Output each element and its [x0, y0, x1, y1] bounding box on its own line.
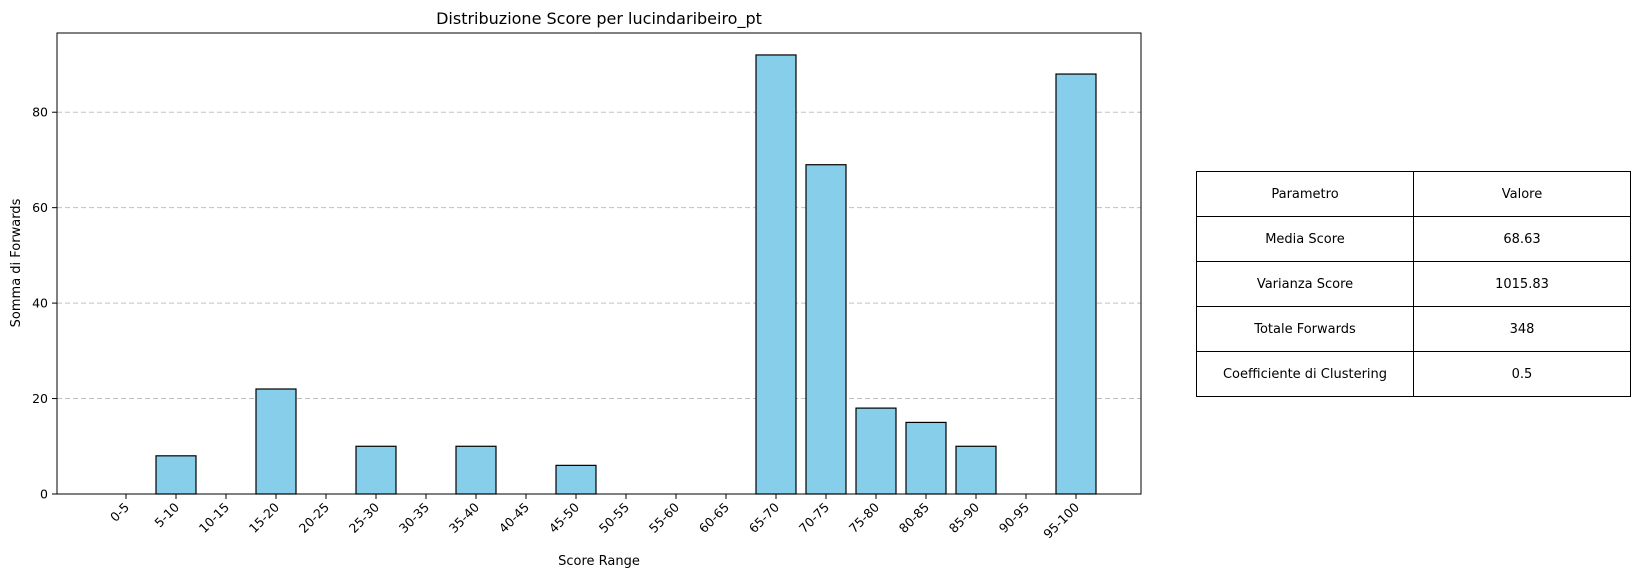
- table-header-cell: Parametro: [1196, 171, 1414, 217]
- x-tick-label: 75-80: [846, 499, 882, 535]
- bars: [155, 54, 1097, 495]
- x-tick-label: 50-55: [596, 500, 632, 536]
- x-tick-label: 70-75: [796, 500, 832, 536]
- chart-title: Distribuzione Score per lucindaribeiro_p…: [436, 9, 762, 29]
- x-tick-label: 0-5: [107, 500, 132, 525]
- parameter-value: 68.63: [1413, 216, 1631, 262]
- parameter-name: Totale Forwards: [1196, 306, 1414, 352]
- grid-lines: [57, 111, 1141, 400]
- y-tick-label: 60: [32, 200, 48, 215]
- x-tick-label: 90-95: [996, 500, 1032, 536]
- x-tick-label: 5-10: [151, 499, 182, 530]
- x-tick-label: 35-40: [446, 499, 482, 535]
- bar-15-20: [255, 388, 297, 495]
- table-row: Varianza Score 1015.83: [1196, 261, 1631, 307]
- parameter-name: Coefficiente di Clustering: [1196, 351, 1414, 397]
- bar-chart: Distribuzione Score per lucindaribeiro_p…: [9, 9, 1142, 569]
- stats-table: Parametro Valore Media Score 68.63 Varianza …: [1196, 171, 1631, 397]
- plot-frame: [56, 32, 1142, 495]
- parameter-value: 1015.83: [1413, 261, 1631, 307]
- x-tick-label: 60-65: [696, 500, 732, 536]
- table-header-row: Parametro Valore: [1196, 171, 1631, 217]
- bar-95-100: [1055, 73, 1097, 495]
- x-tick-label: 25-30: [346, 499, 382, 535]
- bar-85-90: [955, 445, 997, 495]
- table-row: Totale Forwards 348: [1196, 306, 1631, 352]
- table-row: Media Score 68.63: [1196, 216, 1631, 262]
- parameter-value: 348: [1413, 306, 1631, 352]
- y-tick-label: 40: [32, 296, 48, 311]
- x-tick-label: 55-60: [646, 499, 682, 535]
- bar-25-30: [355, 445, 397, 495]
- y-tick-label: 20: [32, 391, 48, 406]
- bar-45-50: [555, 464, 597, 495]
- x-axis-label: Score Range: [558, 554, 640, 569]
- table-header-cell: Valore: [1413, 171, 1631, 217]
- x-tick-label: 85-90: [946, 499, 982, 535]
- parameter-name: Media Score: [1196, 216, 1414, 262]
- parameter-name: Varianza Score: [1196, 261, 1414, 307]
- x-tick-label: 45-50: [546, 499, 582, 535]
- x-tick-label: 65-70: [746, 499, 782, 535]
- parameter-value: 0.5: [1413, 351, 1631, 397]
- y-tick-label: 80: [32, 105, 48, 120]
- bar-75-80: [855, 407, 897, 495]
- x-tick-label: 80-85: [896, 500, 932, 536]
- bar-70-75: [805, 164, 847, 495]
- y-tick-label: 0: [40, 487, 48, 502]
- x-tick-label: 95-100: [1040, 499, 1082, 541]
- x-tick-label: 30-35: [396, 500, 432, 536]
- x-tick-label: 40-45: [496, 500, 532, 536]
- x-tick-label: 10-15: [196, 500, 232, 536]
- bar-80-85: [905, 421, 947, 495]
- bar-35-40: [455, 445, 497, 495]
- table-row: Coefficiente di Clustering 0.5: [1196, 351, 1631, 397]
- x-tick-label: 15-20: [246, 499, 282, 535]
- bar-5-10: [155, 455, 197, 495]
- x-tick-label: 20-25: [296, 500, 332, 536]
- y-axis-label: Somma di Forwards: [9, 198, 24, 327]
- bar-65-70: [755, 54, 797, 495]
- x-axis: 0-5 5-10 10-15 15-20 20-25 25-30 30-35 35-40 40-…: [107, 494, 1082, 541]
- y-axis: 0 20 40 60 80: [32, 105, 57, 502]
